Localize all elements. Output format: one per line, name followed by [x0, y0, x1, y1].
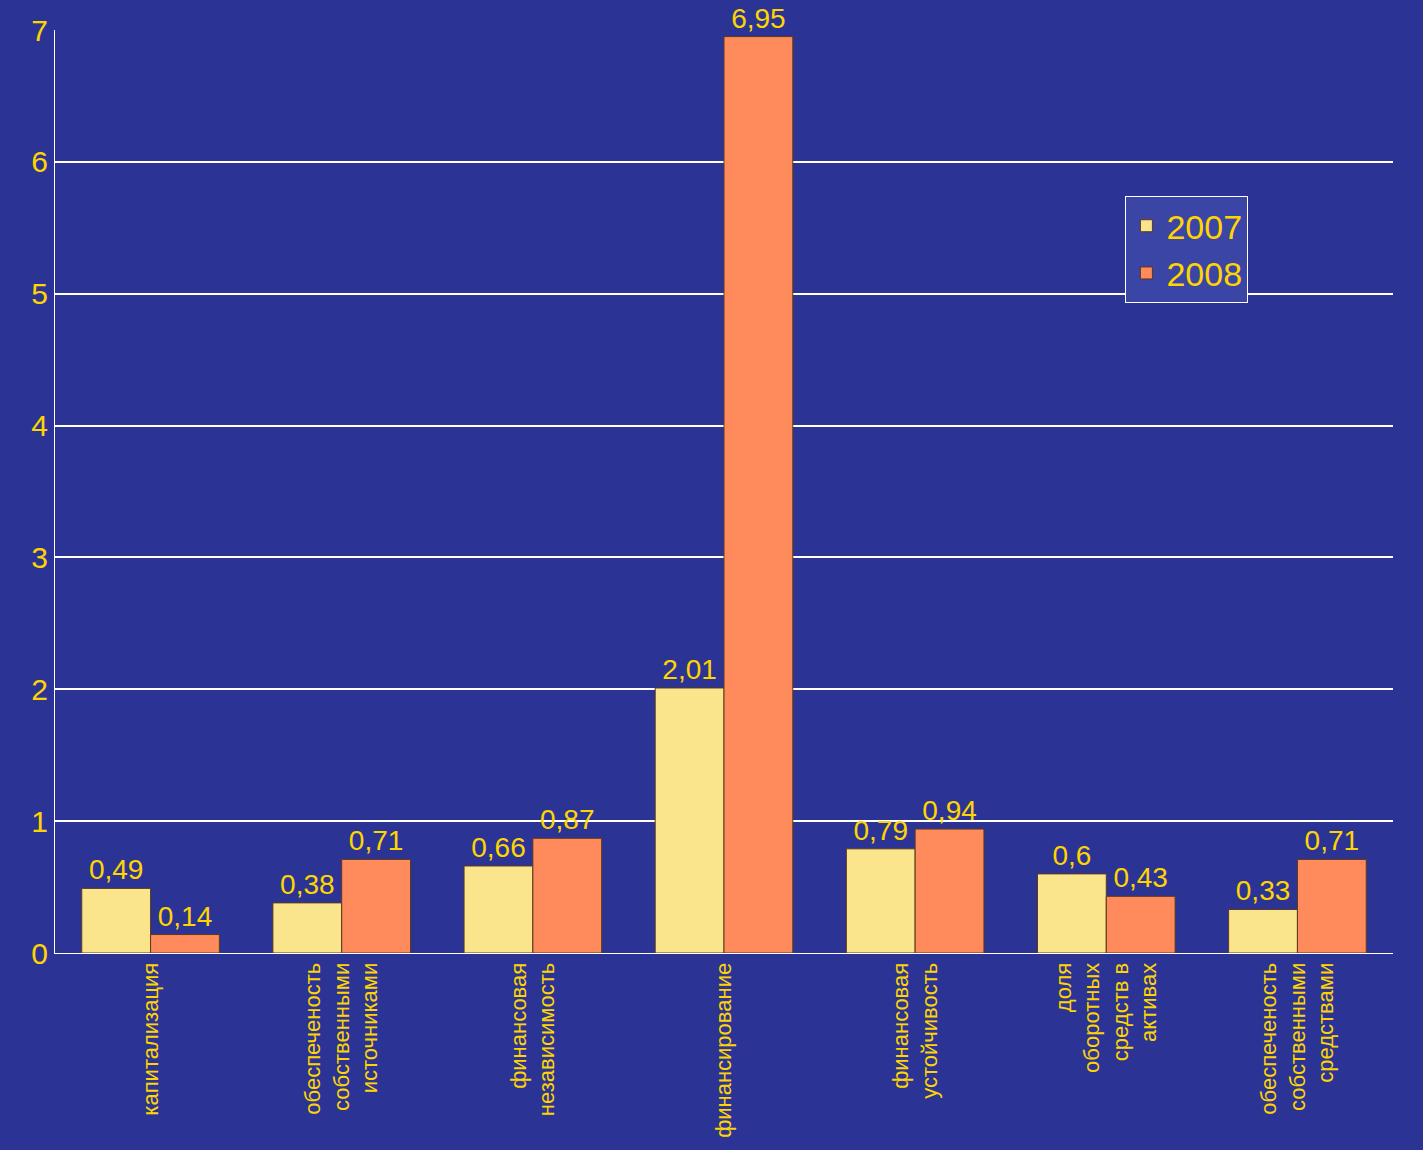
svg-text:1: 1	[31, 805, 48, 838]
svg-text:2,01: 2,01	[662, 654, 717, 685]
svg-text:финансоваянезависимость: финансоваянезависимость	[506, 963, 560, 1116]
svg-text:0,6: 0,6	[1052, 840, 1091, 871]
svg-text:0: 0	[31, 937, 48, 970]
svg-text:7: 7	[31, 14, 48, 47]
svg-text:2008: 2008	[1166, 255, 1242, 293]
svg-text:3: 3	[31, 541, 48, 574]
svg-text:0,71: 0,71	[349, 825, 404, 856]
svg-text:0,38: 0,38	[280, 869, 335, 900]
svg-text:2: 2	[31, 673, 48, 706]
svg-text:доляоборотныхсредств вактивах: доляоборотныхсредств вактивах	[1051, 963, 1162, 1073]
svg-text:0,14: 0,14	[158, 901, 213, 932]
svg-text:0,33: 0,33	[1236, 875, 1291, 906]
svg-text:4: 4	[31, 409, 48, 442]
svg-text:0,71: 0,71	[1305, 825, 1360, 856]
svg-text:0,87: 0,87	[540, 804, 595, 835]
svg-text:0,94: 0,94	[922, 795, 977, 826]
svg-text:6,95: 6,95	[731, 3, 786, 34]
svg-text:0,79: 0,79	[853, 815, 908, 846]
svg-text:5: 5	[31, 277, 48, 310]
svg-text:0,49: 0,49	[89, 854, 144, 885]
svg-text:финансоваяустойчивость: финансоваяустойчивость	[888, 963, 942, 1099]
svg-text:2007: 2007	[1166, 208, 1242, 246]
svg-text:финансирование: финансирование	[711, 963, 736, 1138]
svg-text:капитализация: капитализация	[138, 963, 163, 1116]
svg-text:обеспеченостьсобственнымиисточ: обеспеченостьсобственнымиисточниками	[300, 963, 382, 1115]
svg-text:0,43: 0,43	[1113, 862, 1168, 893]
svg-text:6: 6	[31, 145, 48, 178]
svg-text:0,66: 0,66	[471, 832, 525, 863]
svg-text:обеспеченостьсобственнымисредс: обеспеченостьсобственнымисредствами	[1256, 963, 1338, 1115]
